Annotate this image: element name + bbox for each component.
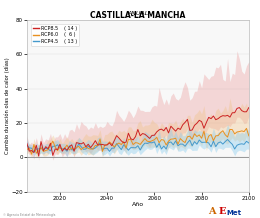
Title: CASTILLA-LA MANCHA: CASTILLA-LA MANCHA xyxy=(90,11,186,20)
Text: © Agencia Estatal de Meteorología: © Agencia Estatal de Meteorología xyxy=(3,213,55,217)
X-axis label: Año: Año xyxy=(132,202,144,207)
Text: Met: Met xyxy=(226,210,241,216)
Text: A: A xyxy=(208,207,216,216)
Text: E: E xyxy=(218,207,226,216)
Legend: RCP8.5    ( 14 ), RCP6.0    (  6 ), RCP4.5    ( 13 ): RCP8.5 ( 14 ), RCP6.0 ( 6 ), RCP4.5 ( 13… xyxy=(31,24,79,46)
Y-axis label: Cambio duración olas de calor (días): Cambio duración olas de calor (días) xyxy=(4,57,10,154)
Text: ANUAL: ANUAL xyxy=(127,11,148,16)
